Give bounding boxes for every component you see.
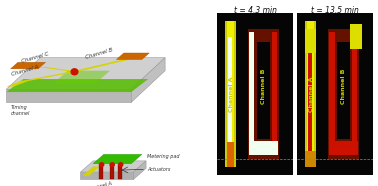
Polygon shape [118,165,122,179]
Text: Channel A: Channel A [229,76,234,112]
Bar [225,21,236,167]
Polygon shape [133,161,146,179]
Bar [329,141,358,155]
Text: Channel C: Channel C [21,52,50,64]
Text: Channel B: Channel B [341,68,346,104]
Polygon shape [6,58,165,89]
Polygon shape [71,58,138,72]
Text: Metering pad: Metering pad [147,154,180,159]
Polygon shape [99,165,103,179]
Text: Channel A: Channel A [87,181,112,186]
Polygon shape [6,79,148,92]
Polygon shape [110,165,114,179]
Polygon shape [11,62,45,69]
Circle shape [119,163,123,166]
Bar [350,29,359,159]
Polygon shape [81,161,146,172]
Text: Actuators: Actuators [147,167,170,172]
Circle shape [71,69,78,75]
Text: Channel B: Channel B [261,68,266,104]
Text: t = 4.3 min: t = 4.3 min [234,6,277,15]
Bar [329,32,335,155]
Polygon shape [82,166,99,176]
Bar [305,151,316,167]
Polygon shape [116,53,149,60]
Bar [305,29,316,53]
Bar [305,21,316,167]
Polygon shape [53,71,110,84]
Circle shape [99,163,104,166]
Polygon shape [131,58,165,102]
Text: Timing
channel: Timing channel [11,105,30,116]
Bar [328,29,359,42]
Bar [270,29,279,159]
Bar [249,141,278,155]
Polygon shape [6,81,29,86]
Text: t = 13.5 min: t = 13.5 min [311,6,359,15]
Bar [227,142,234,167]
Bar [307,21,314,167]
Bar [249,32,254,155]
Bar [228,37,232,151]
Bar [248,29,279,42]
Bar [308,37,312,151]
Text: Channel A: Channel A [11,65,39,77]
Text: Channel B: Channel B [85,47,113,60]
Bar [350,24,362,49]
Bar [352,32,357,155]
Polygon shape [81,172,133,179]
Text: Channel A: Channel A [309,76,314,112]
Polygon shape [6,89,131,102]
Bar [248,139,279,159]
Polygon shape [21,72,78,81]
Bar [272,32,277,155]
Bar [328,139,359,159]
Polygon shape [93,154,142,164]
Polygon shape [38,67,78,72]
Bar [248,29,257,159]
Circle shape [110,163,114,166]
Bar [328,29,337,159]
Bar [227,21,234,167]
